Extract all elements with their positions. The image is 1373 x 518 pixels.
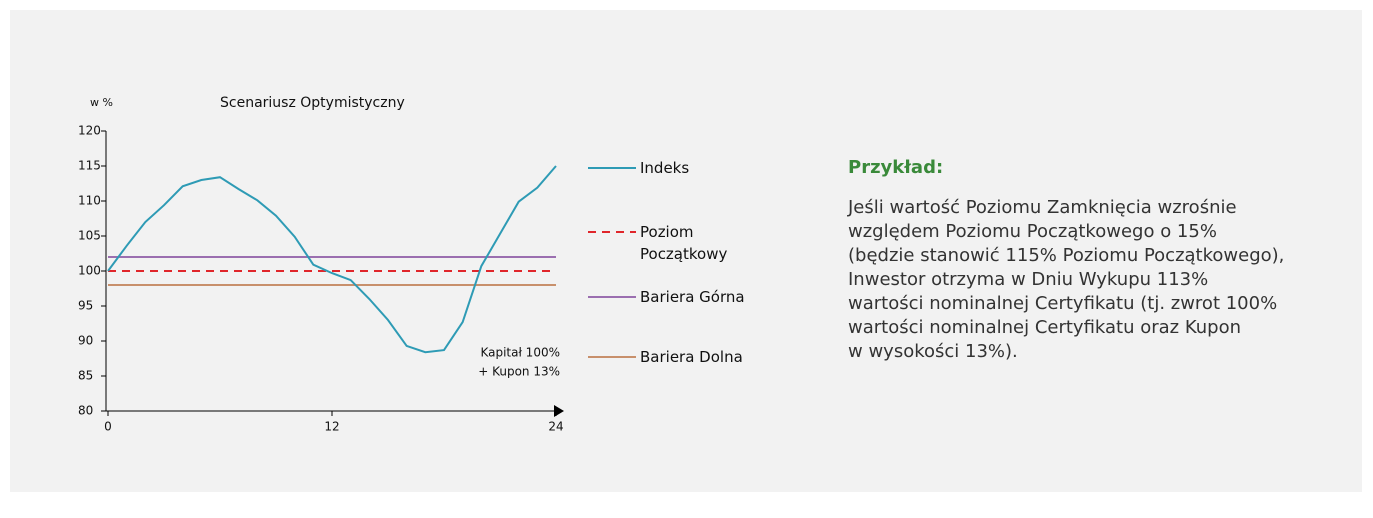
chart-title: Scenariusz Optymistyczny xyxy=(220,95,405,111)
y-tick-label: 95 xyxy=(78,299,93,313)
example: Przykład: Jeśli wartość Poziomu Zamknięc… xyxy=(848,156,1284,364)
example-line: wartości nominalnej Certyfikatu oraz Kup… xyxy=(848,317,1242,338)
y-tick-label: 115 xyxy=(78,159,101,173)
legend-label: Poziom Początkowy xyxy=(640,223,728,263)
example-line: względem Poziomu Początkowego o 15% xyxy=(848,221,1217,242)
x-tick-label: 0 xyxy=(104,420,112,434)
legend-label: Indeks xyxy=(640,159,690,177)
example-line: w wysokości 13%). xyxy=(848,341,1018,362)
example-heading: Przykład: xyxy=(848,157,944,178)
panel xyxy=(10,10,1362,492)
x-tick-label: 12 xyxy=(324,420,339,434)
annotation: Kapitał 100% xyxy=(480,346,560,360)
example-line: Jeśli wartość Poziomu Zamknięcia wzrośni… xyxy=(848,197,1237,218)
example-line: Inwestor otrzyma w Dniu Wykupu 113% xyxy=(848,269,1209,290)
y-tick-label: 100 xyxy=(78,264,101,278)
y-tick-label: 120 xyxy=(78,124,101,138)
y-axis-label: w % xyxy=(90,96,113,109)
y-tick-label: 110 xyxy=(78,194,101,208)
example-line: (będzie stanowić 115% Poziomu Początkowe… xyxy=(848,245,1285,266)
legend-label: Bariera Dolna xyxy=(640,348,743,366)
y-tick-label: 105 xyxy=(78,229,101,243)
y-tick-label: 85 xyxy=(78,369,93,383)
annotation: + Kupon 13% xyxy=(478,365,560,379)
example-line: wartości nominalnej Certyfikatu (tj. zwr… xyxy=(848,293,1278,314)
y-tick-label: 80 xyxy=(78,404,93,418)
y-tick-label: 90 xyxy=(78,334,93,348)
legend-label: Bariera Górna xyxy=(640,288,745,306)
x-tick-label: 24 xyxy=(548,420,563,434)
series-line xyxy=(107,165,557,354)
